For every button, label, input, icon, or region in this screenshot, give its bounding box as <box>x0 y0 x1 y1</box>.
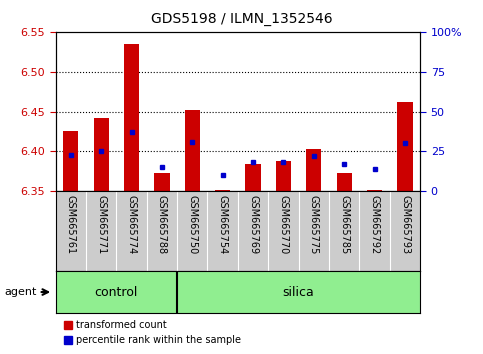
Text: GSM665775: GSM665775 <box>309 195 319 255</box>
Bar <box>306 149 322 191</box>
Text: agent: agent <box>5 287 37 297</box>
Text: GDS5198 / ILMN_1352546: GDS5198 / ILMN_1352546 <box>151 12 332 27</box>
Text: GSM665750: GSM665750 <box>187 195 197 255</box>
Text: GSM665788: GSM665788 <box>157 195 167 254</box>
Text: GSM665785: GSM665785 <box>339 195 349 255</box>
Text: GSM665771: GSM665771 <box>96 195 106 255</box>
Text: GSM665792: GSM665792 <box>369 195 380 255</box>
Bar <box>337 173 352 191</box>
Bar <box>94 118 109 191</box>
Bar <box>154 173 170 191</box>
Text: GSM665774: GSM665774 <box>127 195 137 255</box>
Bar <box>245 164 261 191</box>
Text: GSM665761: GSM665761 <box>66 195 76 254</box>
Bar <box>63 131 78 191</box>
Text: GSM665793: GSM665793 <box>400 195 410 254</box>
Text: GSM665754: GSM665754 <box>218 195 227 255</box>
Text: GSM665769: GSM665769 <box>248 195 258 254</box>
Bar <box>124 44 139 191</box>
Bar <box>398 102 412 191</box>
Text: control: control <box>95 286 138 298</box>
Bar <box>185 110 200 191</box>
Bar <box>215 190 230 191</box>
Text: GSM665770: GSM665770 <box>279 195 288 255</box>
Text: silica: silica <box>283 286 314 298</box>
Legend: transformed count, percentile rank within the sample: transformed count, percentile rank withi… <box>60 316 245 349</box>
Bar <box>276 161 291 191</box>
Bar <box>367 190 382 191</box>
